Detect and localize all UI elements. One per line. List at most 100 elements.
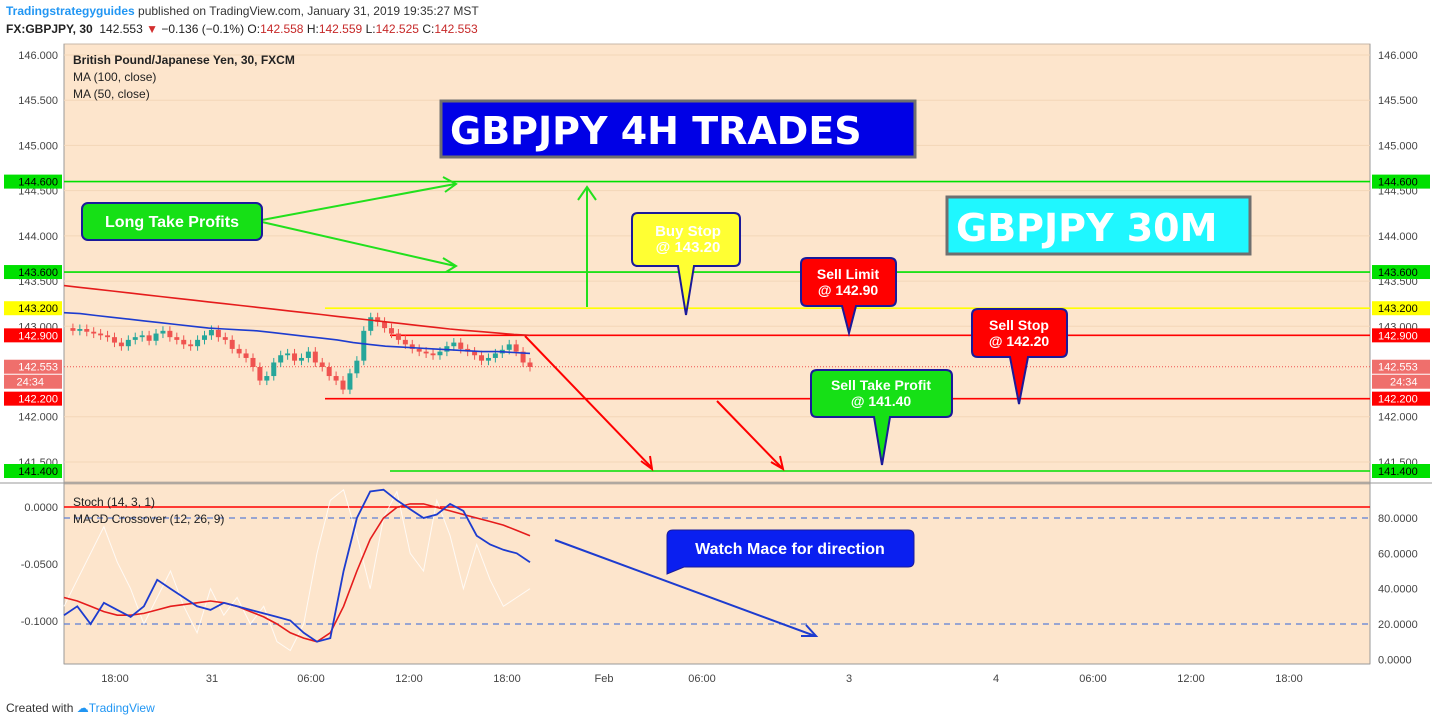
candle-body-22	[215, 329, 221, 338]
right-tick-1: 145.500	[1378, 95, 1418, 107]
candle-body-24	[229, 339, 235, 349]
candle-body-66	[520, 351, 526, 363]
x-tick-8: 4	[993, 673, 999, 685]
created-with: Created with	[6, 701, 74, 715]
short-arrows	[524, 335, 785, 472]
title-30m-text: GBPJPY 30M	[956, 206, 1217, 250]
footer-brand[interactable]: TradingView	[88, 701, 155, 715]
candle-body-19	[195, 339, 201, 347]
indicator-pane[interactable]	[63, 483, 1371, 665]
left-badge-4	[4, 359, 62, 374]
ind-right-tick-0: 80.0000	[1378, 513, 1418, 525]
candle-body-11	[139, 335, 145, 338]
candle-body-65	[513, 344, 519, 352]
right-price-axis[interactable]	[1370, 44, 1432, 664]
sell-limit-callout	[800, 257, 897, 337]
candle-body-17	[181, 339, 187, 345]
candle-body-43	[361, 330, 367, 361]
candle-body-16	[174, 337, 180, 340]
open-label: O:	[247, 22, 261, 36]
right-tick-7: 142.000	[1378, 412, 1418, 424]
high-label: H:	[306, 22, 319, 36]
ind-legend-stoch: Stoch (14, 3, 1)	[73, 495, 155, 509]
candle-body-31	[278, 355, 284, 363]
candle-body-30	[271, 362, 277, 377]
signal-line	[63, 503, 531, 643]
right-badge-label-5: 142.200	[1378, 394, 1418, 406]
left-tick-4: 144.000	[18, 231, 58, 243]
x-tick-5: Feb	[595, 673, 614, 685]
macd-arrow	[554, 539, 819, 637]
x-tick-11: 18:00	[1275, 673, 1303, 685]
left-badge-6	[4, 464, 62, 478]
left-badge-label-0: 144.600	[18, 177, 58, 189]
x-tick-6: 06:00	[688, 673, 716, 685]
candle-body-45	[375, 317, 381, 322]
long-tp-arrows	[261, 176, 458, 273]
candle-body-40	[340, 380, 346, 390]
candle-body-56	[451, 342, 457, 347]
right-badge-3	[1372, 328, 1430, 343]
left-countdown: 24:34	[16, 377, 44, 389]
left-price-axis[interactable]	[0, 44, 64, 664]
watch-macd-callout	[666, 529, 915, 575]
publish-header: Tradingstrategyguides published on Tradi…	[6, 4, 479, 18]
symbol-label: FX:GBPJPY, 30	[6, 22, 93, 36]
long-tp-callout	[81, 202, 263, 241]
x-tick-2: 06:00	[297, 673, 325, 685]
left-badge-label-3: 142.900	[18, 330, 58, 342]
candle-body-26	[243, 353, 249, 358]
candle-body-4	[91, 331, 97, 334]
candle-body-47	[388, 328, 394, 334]
right-tick-4: 144.000	[1378, 231, 1418, 243]
buy-stop-text-1: Buy Stop	[655, 223, 721, 240]
main-legend-ma50: MA (50, close)	[73, 87, 150, 101]
up-arrow-icon	[577, 185, 597, 307]
candle-body-12	[146, 335, 152, 341]
buy-stop-text-2: @ 143.20	[656, 239, 721, 256]
candle-body-33	[292, 353, 298, 361]
candle-body-38	[326, 367, 332, 377]
publish-info: published on TradingView.com, January 31…	[134, 4, 479, 18]
ind-right-tick-1: 60.0000	[1378, 548, 1418, 560]
author-link[interactable]: Tradingstrategyguides	[6, 4, 135, 18]
candle-body-51	[416, 348, 422, 352]
right-badge-0	[1372, 174, 1430, 189]
ind-left-tick-2: -0.1000	[21, 616, 58, 628]
close-value: 142.553	[434, 22, 478, 36]
close-label: C:	[422, 22, 435, 36]
right-tick-0: 146.000	[1378, 50, 1418, 62]
right-badge-label-3: 142.900	[1378, 330, 1418, 342]
candle-body-41	[347, 373, 353, 390]
left-badge-label-1: 143.600	[18, 267, 58, 279]
candle-body-67	[527, 362, 533, 367]
candle-body-49	[402, 339, 408, 345]
candle-body-48	[395, 333, 401, 340]
open-value: 142.558	[260, 22, 304, 36]
right-tick-5: 143.500	[1378, 276, 1418, 288]
x-tick-10: 12:00	[1177, 673, 1205, 685]
candle-body-53	[430, 353, 436, 356]
candle-body-9	[125, 339, 131, 347]
right-badge-5	[1372, 391, 1430, 406]
candle-body-59	[472, 351, 478, 356]
watch-macd-text: Watch Mace for direction	[695, 541, 885, 558]
candle-body-61	[485, 357, 491, 361]
candle-body-25	[236, 348, 242, 354]
candle-body-29	[264, 376, 270, 381]
left-tick-3: 144.500	[18, 186, 58, 198]
candle-body-54	[437, 351, 443, 356]
left-tick-7: 142.000	[18, 412, 58, 424]
stoch-line	[63, 488, 531, 643]
candle-body-50	[409, 344, 415, 349]
candle-body-15	[167, 330, 173, 338]
candle-body-7	[111, 337, 117, 343]
left-badge-label-2: 143.200	[18, 303, 58, 315]
title-4h-box	[439, 99, 917, 159]
right-badge-label-0: 144.600	[1378, 177, 1418, 189]
candle-body-8	[118, 342, 124, 347]
candle-body-62	[492, 353, 498, 358]
sell-stop-text-2: @ 142.20	[989, 333, 1050, 349]
candle-body-60	[479, 355, 485, 361]
